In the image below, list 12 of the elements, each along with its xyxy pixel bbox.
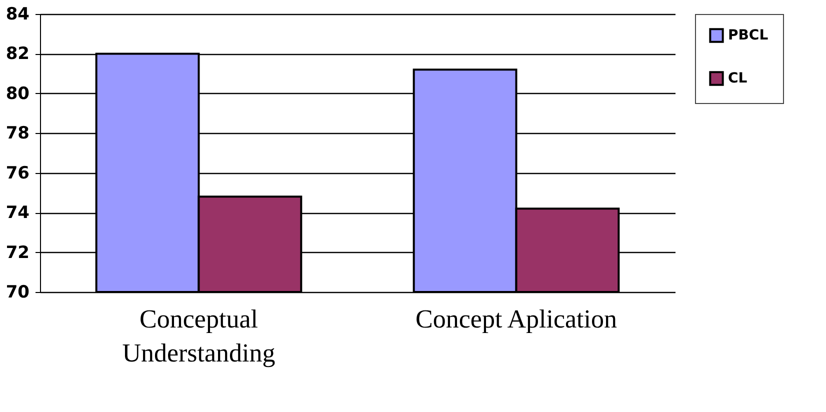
x-tick-label: Conceptual Understanding: [122, 304, 276, 368]
y-tick-label: 70: [6, 282, 30, 302]
y-tick-label: 80: [6, 84, 30, 104]
y-tick-label: 74: [6, 203, 30, 224]
legend-label: PBCL: [728, 28, 768, 44]
y-tick-label: 72: [6, 242, 30, 263]
y-tick-label: 82: [6, 44, 30, 64]
y-tick-label: 84: [6, 4, 30, 24]
y-tick-label: 78: [6, 124, 30, 144]
legend-label: CL: [728, 70, 748, 86]
x-tick-label: Concept Aplication: [416, 304, 617, 334]
y-tick-label: 76: [6, 163, 30, 184]
